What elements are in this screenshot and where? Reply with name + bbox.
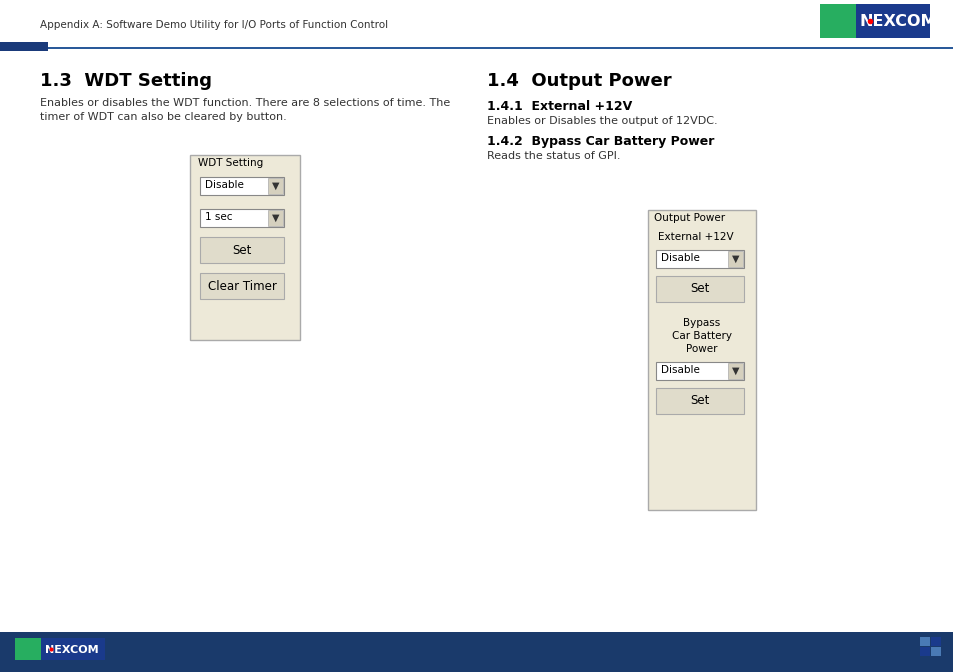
Bar xyxy=(15,638,41,660)
Text: Set: Set xyxy=(690,394,709,407)
Text: Power: Power xyxy=(685,344,717,354)
Text: Reads the status of GPI.: Reads the status of GPI. xyxy=(486,151,619,161)
Bar xyxy=(656,276,743,302)
Bar xyxy=(656,388,743,414)
Text: Enables or Disables the output of 12VDC.: Enables or Disables the output of 12VDC. xyxy=(486,116,717,126)
Bar xyxy=(0,632,953,672)
Bar xyxy=(820,4,855,38)
Text: Disable: Disable xyxy=(660,365,700,375)
Text: Enables or disables the WDT function. There are 8 selections of time. The: Enables or disables the WDT function. Th… xyxy=(40,98,450,108)
Text: WDT Setting: WDT Setting xyxy=(198,158,263,168)
Bar xyxy=(656,362,743,380)
Text: External +12V: External +12V xyxy=(658,232,733,242)
Bar xyxy=(930,637,940,646)
Text: ▼: ▼ xyxy=(272,213,279,223)
Bar xyxy=(0,42,48,51)
Text: NEXCOM: NEXCOM xyxy=(859,15,937,30)
Bar xyxy=(0,47,953,49)
Text: timer of WDT can also be cleared by button.: timer of WDT can also be cleared by butt… xyxy=(40,112,287,122)
Text: Bypass: Bypass xyxy=(682,318,720,328)
Text: 1.3  WDT Setting: 1.3 WDT Setting xyxy=(40,72,212,90)
Bar xyxy=(919,647,929,656)
Text: Disable: Disable xyxy=(660,253,700,263)
Text: 1.4  Output Power: 1.4 Output Power xyxy=(486,72,671,90)
Bar xyxy=(919,637,929,646)
Text: 1.4.2  Bypass Car Battery Power: 1.4.2 Bypass Car Battery Power xyxy=(486,135,714,148)
Bar xyxy=(855,4,929,38)
Bar xyxy=(727,251,742,267)
Text: ▼: ▼ xyxy=(272,181,279,191)
Text: NEXCOM: NEXCOM xyxy=(45,645,98,655)
Text: ▼: ▼ xyxy=(732,366,739,376)
Bar xyxy=(200,273,284,299)
Bar xyxy=(190,155,299,340)
Bar xyxy=(268,210,283,226)
Bar xyxy=(930,647,940,656)
Text: ▼: ▼ xyxy=(732,254,739,264)
Bar xyxy=(200,177,284,195)
Text: Set: Set xyxy=(233,243,252,257)
Text: 1.4.1  External +12V: 1.4.1 External +12V xyxy=(486,100,632,113)
Bar xyxy=(656,250,743,268)
Bar xyxy=(727,363,742,379)
Text: Set: Set xyxy=(690,282,709,296)
Text: Disable: Disable xyxy=(205,180,244,190)
Text: 1 sec: 1 sec xyxy=(205,212,233,222)
Bar xyxy=(200,209,284,227)
Text: Appendix A: Software Demo Utility for I/O Ports of Function Control: Appendix A: Software Demo Utility for I/… xyxy=(40,20,388,30)
Text: Clear Timer: Clear Timer xyxy=(208,280,276,292)
Bar xyxy=(41,638,105,660)
Text: Car Battery: Car Battery xyxy=(671,331,731,341)
Text: Output Power: Output Power xyxy=(654,213,724,223)
Bar xyxy=(647,210,755,510)
Bar xyxy=(200,237,284,263)
Bar xyxy=(268,178,283,194)
